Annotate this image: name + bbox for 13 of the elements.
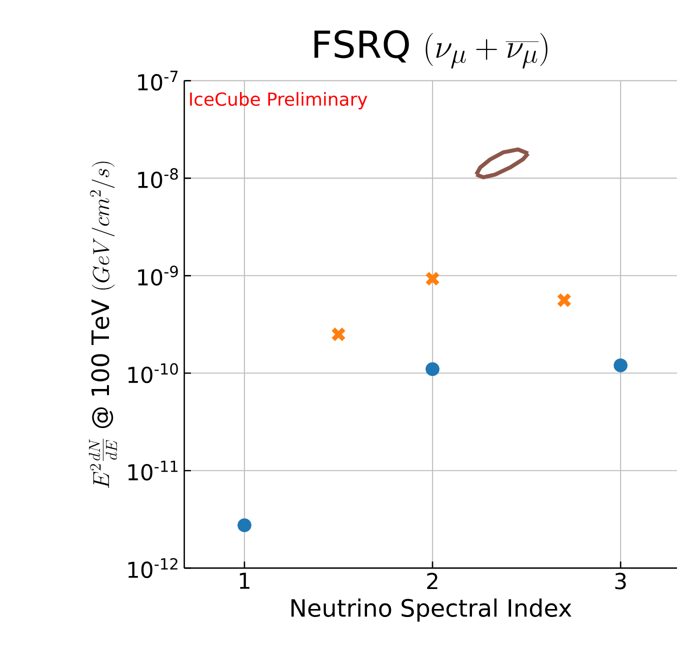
y-tick-label: 10$^{-7}$ [138,70,178,91]
y-axis-title: $E^2\frac{dN}{dE}\ \mathrm{@\ 100\ TeV}\ (GeV/cm^2/s)$ [88,162,118,488]
x-tick-label: 2 [427,572,438,590]
y-tick-label: 10$^{-12}$ [128,558,178,578]
x-axis-title: Neutrino Spectral Index [291,598,572,622]
y-tick-label: 10$^{-9}$ [138,266,178,286]
annotation: IceCube Preliminary [190,92,368,110]
y-tick-label: 10$^{-11}$ [128,460,178,481]
chart-title: $\mathrm{FSRQ}\ (\nu_\mu + \overline{\nu_\mu})$ [314,30,548,69]
x-tick-label: 3 [615,572,626,590]
x-tick-label: 1 [240,572,250,589]
y-tick-label: 10$^{-8}$ [138,168,178,188]
y-tick-label: 10$^{-10}$ [128,363,178,384]
